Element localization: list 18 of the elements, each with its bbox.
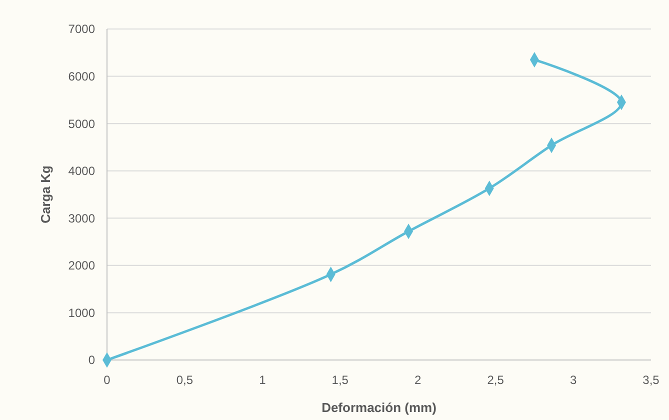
y-tick-label: 5000: [68, 116, 96, 131]
y-tick-label: 6000: [68, 69, 96, 84]
x-tick-label: 1: [259, 373, 266, 387]
y-tick-label: 1000: [68, 306, 96, 320]
y-tick-label: 2000: [68, 258, 96, 273]
x-tick-label: 3: [570, 373, 577, 387]
x-tick-label: 2,5: [487, 373, 504, 387]
x-tick-label: 2: [414, 373, 422, 387]
x-tick-label: 0: [104, 373, 111, 387]
y-axis-title: Carga Kg: [38, 166, 53, 224]
y-tick-label: 7000: [68, 22, 96, 36]
x-tick-label: 3,5: [642, 373, 660, 387]
x-tick-label: 0,5: [176, 373, 194, 387]
y-tick-label: 0: [88, 353, 96, 368]
y-tick-label: 3000: [68, 211, 96, 226]
x-tick-label: 1,5: [332, 373, 349, 387]
y-tick-label: 4000: [68, 164, 96, 178]
x-axis-title: Deformación (mm): [322, 400, 436, 415]
